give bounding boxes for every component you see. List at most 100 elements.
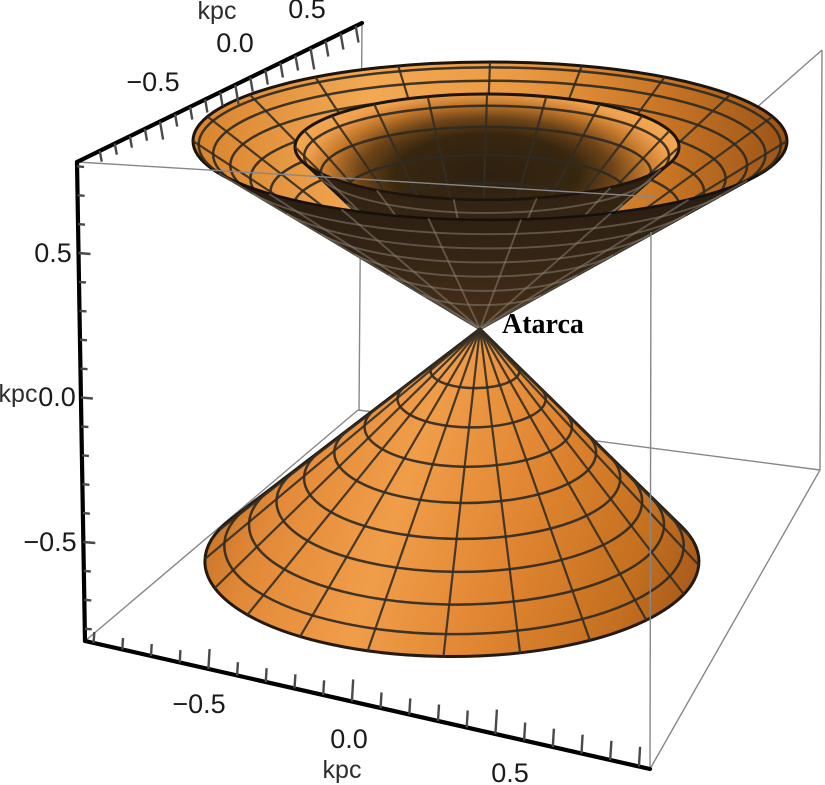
tick-mark <box>78 280 87 284</box>
tick-mark <box>81 425 89 429</box>
tick-mark <box>379 692 383 709</box>
tick-label: −0.5 <box>23 527 76 557</box>
tick-mark <box>178 650 182 663</box>
grid-parallel-shadow <box>388 273 578 292</box>
tick-mark <box>264 668 268 683</box>
tick-label: −0.5 <box>172 689 225 719</box>
tick-mark <box>294 55 300 71</box>
grid-meridian-shadow <box>479 219 522 330</box>
grid-parallel-shadow <box>354 253 614 278</box>
axes <box>74 20 653 772</box>
grid-meridian <box>213 328 481 589</box>
box-edge-right-vertical <box>819 49 823 471</box>
tick-mark <box>204 99 209 113</box>
box-front-edges <box>76 161 821 770</box>
axis-title-left: kpc <box>0 380 37 408</box>
grid-parallel <box>302 104 671 200</box>
tick-mark <box>465 710 469 728</box>
tick-mark <box>264 69 269 85</box>
grid-meridian-shadow <box>340 208 481 330</box>
box-edge-bottom-right-front <box>649 469 821 770</box>
labels: −0.5 0.0 0.5 0.5 0.0 −0.5 −0.5 0.0 0.5 kpc kpc k… <box>0 0 584 785</box>
grid-meridian <box>204 328 481 560</box>
upper-light-cones <box>191 60 789 331</box>
grid-parallel <box>247 487 666 606</box>
tick-mark <box>158 121 165 140</box>
grid-meridian <box>479 328 648 622</box>
tick-mark <box>354 25 360 43</box>
lower-cone <box>203 327 701 659</box>
tick-mark <box>121 637 125 650</box>
grid-meridian-shadow <box>479 212 612 330</box>
grid-meridian <box>479 328 691 537</box>
tick-mark <box>80 396 93 400</box>
tick-mark <box>324 40 330 57</box>
grid-meridian <box>330 115 481 200</box>
tick-label: 0.0 <box>330 724 368 754</box>
tick-mark <box>113 143 118 155</box>
grid-parallel-shadow <box>286 212 686 250</box>
grid-meridian <box>373 103 481 200</box>
lower-cone-surface <box>203 327 701 659</box>
grid-parallel-shadow <box>252 192 722 236</box>
grid-meridian <box>426 96 482 200</box>
grid-meridian-shadow <box>479 198 690 330</box>
tick-mark <box>76 165 85 169</box>
grid-meridian <box>303 129 481 200</box>
tick-mark <box>83 540 96 545</box>
tick-mark <box>279 62 285 78</box>
tick-mark <box>79 309 87 313</box>
tick-label: 0.0 <box>216 28 254 58</box>
tick-mark <box>79 338 88 342</box>
axis-left <box>74 159 88 644</box>
box-edge-front-vertical <box>649 231 652 770</box>
tick-mark <box>143 128 149 141</box>
grid-meridian-shadow <box>479 179 748 330</box>
tick-mark <box>234 84 240 105</box>
grid-parallel <box>302 449 622 541</box>
tick-label: 0.5 <box>491 758 529 785</box>
grid-meridian-shadow <box>427 217 481 330</box>
box-edge-top-front <box>76 161 656 198</box>
tick-mark <box>173 113 179 127</box>
tick-mark <box>80 367 88 371</box>
grid-parallel <box>275 468 644 574</box>
grid-meridian <box>479 115 774 220</box>
tick-mark <box>235 662 240 676</box>
grid-meridian <box>442 328 482 658</box>
tick-mark <box>309 47 316 70</box>
tick-mark <box>77 222 86 226</box>
axis-title-top: kpc <box>198 0 237 25</box>
grid-meridian <box>206 115 481 220</box>
axis-title-bottom: kpc <box>323 756 362 784</box>
grid-meridian <box>366 328 482 652</box>
grid-meridian <box>478 328 592 642</box>
tick-mark <box>207 649 211 670</box>
grid-meridian <box>479 140 787 220</box>
lower-cone-grid <box>204 328 700 658</box>
tick-mark <box>82 511 91 515</box>
grid-meridian <box>219 328 481 531</box>
tick-mark <box>249 77 254 92</box>
tick-label: 0.5 <box>34 238 72 268</box>
annotation-atarca: Atarca <box>502 309 584 340</box>
tick-mark <box>128 135 134 148</box>
grid-parallel <box>363 407 574 468</box>
tick-mark <box>92 631 96 643</box>
tick-mark <box>293 674 297 689</box>
grid-meridian <box>246 328 481 616</box>
grid-meridian <box>478 328 522 654</box>
tick-mark <box>98 150 103 162</box>
grid-meridian <box>478 96 548 200</box>
grid-meridian <box>298 328 481 638</box>
tick-mark <box>350 679 355 702</box>
tick-mark <box>637 746 642 767</box>
tick-mark <box>609 740 613 761</box>
grid-meridian-shadow <box>268 193 481 330</box>
tick-mark <box>188 106 194 120</box>
grid-meridian <box>479 115 644 200</box>
grid-parallel <box>364 182 605 200</box>
tick-mark <box>522 722 527 741</box>
tick-mark <box>84 598 92 602</box>
